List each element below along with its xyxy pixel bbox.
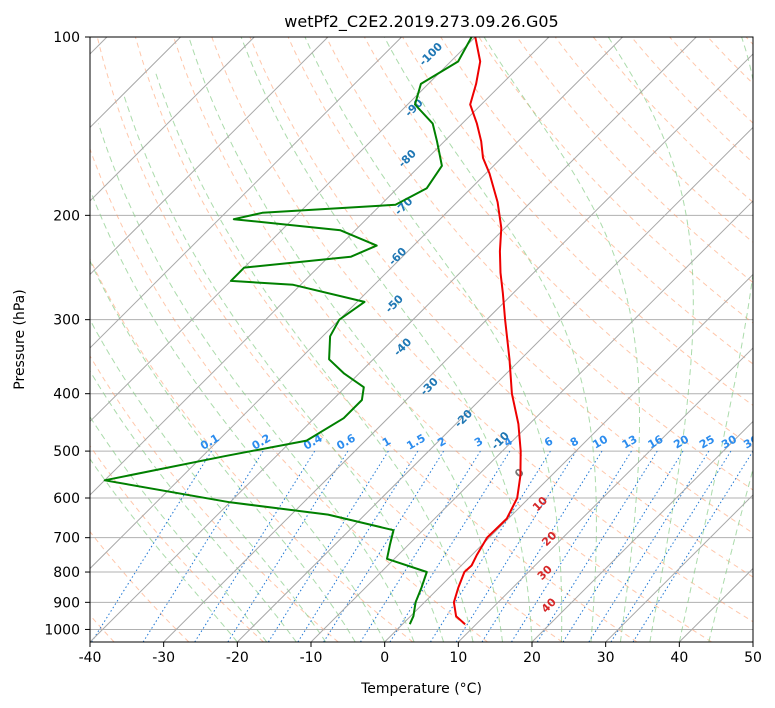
moist-adiabat (90, 259, 356, 642)
x-tick-label: -40 (79, 650, 102, 666)
moist-adiabat (155, 72, 474, 642)
skewed-isotherms (90, 37, 753, 642)
dry-adiabat (440, 37, 753, 365)
y-tick-label: 200 (53, 208, 80, 224)
sounding-series (103, 37, 522, 625)
isotherm (163, 53, 753, 642)
mixing-ratio-line (227, 450, 349, 642)
plot-frame (89, 36, 754, 643)
mixing-ratio-line (267, 450, 389, 642)
y-tick-label: 300 (53, 313, 80, 329)
isotherm (90, 37, 550, 496)
y-axis-ticks: 100 200 300 400 500 600 700 800 900 1000 (44, 30, 90, 638)
isotherm (236, 126, 753, 642)
x-tick-label: 0 (380, 650, 389, 666)
y-tick-label: 600 (53, 491, 80, 507)
moist-adiabat (90, 318, 327, 642)
mixing-ratio-line (562, 450, 684, 642)
y-tick-label: 500 (53, 444, 80, 460)
y-tick-label: 100 (53, 30, 80, 46)
moist-adiabat (90, 188, 386, 642)
mixing-ratio-line (588, 450, 710, 642)
isotherm (90, 37, 697, 642)
moist-adiabat (240, 37, 533, 642)
moist-adiabat (97, 123, 415, 642)
x-tick-label: -30 (152, 650, 175, 666)
x-tick-label: -20 (226, 650, 249, 666)
dry-adiabat (249, 37, 753, 578)
dry-adiabat (90, 355, 339, 642)
x-tick-label: 50 (744, 650, 762, 666)
moist-adiabat (90, 370, 297, 642)
mixing-ratio-line (511, 450, 632, 642)
mixing-ratio-label: 36 (741, 432, 761, 451)
mixing-ratio-lines (91, 450, 753, 642)
dry-adiabat (211, 37, 753, 623)
dry-adiabat (554, 37, 753, 243)
mixing-ratio-line (536, 450, 658, 642)
x-axis-ticks: -40 -30 -20 -10 0 10 20 30 40 50 (79, 642, 762, 666)
dry-adiabat (134, 37, 638, 642)
isotherm (90, 37, 402, 349)
chart-title: wetPf2_C2E2.2019.273.09.26.G05 (284, 12, 558, 32)
dewpoint-line (103, 37, 473, 625)
isotherm (90, 37, 255, 202)
moist-adiabat (90, 415, 268, 642)
moist-adiabat (483, 37, 640, 642)
moist-adiabats (90, 37, 753, 642)
x-tick-label: 10 (449, 650, 467, 666)
isotherm (531, 420, 753, 642)
y-tick-label: 400 (53, 387, 80, 403)
x-tick-label: -10 (300, 650, 323, 666)
temperature-line (452, 37, 522, 625)
x-axis-label: Temperature (°C) (360, 681, 482, 697)
dry-adiabat (90, 258, 414, 642)
y-tick-label: 1000 (44, 622, 80, 638)
mixing-ratio-line (389, 450, 511, 642)
moist-adiabat (607, 37, 694, 642)
isotherm (457, 347, 753, 642)
isotherm (90, 37, 329, 276)
moist-adiabat (383, 37, 597, 642)
y-tick-label: 900 (53, 595, 80, 611)
mixing-ratio-line (610, 450, 732, 642)
isotherm (90, 37, 476, 423)
mixing-ratio-line (297, 450, 419, 642)
mixing-ratio-line (481, 450, 603, 642)
dry-adiabat (325, 37, 753, 491)
moist-adiabat (304, 37, 563, 642)
y-tick-label: 800 (53, 565, 80, 581)
x-tick-label: 20 (523, 650, 541, 666)
isotherm (605, 494, 753, 642)
mixing-ratio-line (323, 450, 445, 642)
moist-adiabat (678, 37, 753, 642)
dry-adiabat (516, 37, 753, 284)
y-axis-label: Pressure (hPa) (12, 289, 28, 389)
mixing-ratio-line (194, 450, 316, 642)
x-tick-label: 40 (670, 650, 688, 666)
mixing-ratio-line (360, 450, 481, 642)
mixing-ratio-line (632, 450, 753, 642)
dry-adiabat (592, 37, 753, 203)
moist-adiabat (708, 467, 753, 642)
x-tick-label: 30 (597, 650, 615, 666)
moist-adiabat (123, 94, 445, 642)
mixing-ratio-line (429, 450, 551, 642)
mixing-ratio-line (91, 450, 212, 642)
isotherm (310, 200, 753, 642)
mixing-ratio-line (455, 450, 577, 642)
dry-adiabat (402, 37, 753, 406)
dry-adiabat (90, 530, 190, 642)
isotherm (90, 37, 623, 570)
dry-adiabat (96, 37, 563, 642)
mixing-ratio-line (142, 450, 264, 642)
moist-adiabat (188, 37, 503, 642)
y-tick-label: 700 (53, 531, 80, 547)
